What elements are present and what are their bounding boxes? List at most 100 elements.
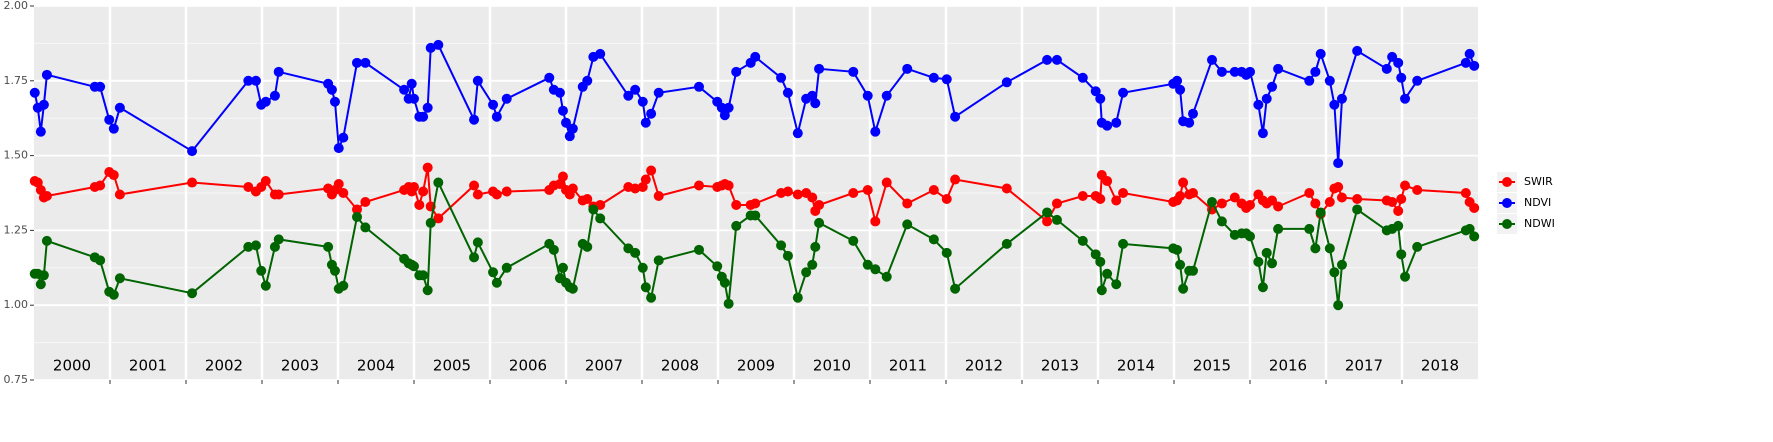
point xyxy=(1464,48,1475,59)
point xyxy=(433,213,444,224)
point xyxy=(1267,258,1278,269)
point xyxy=(1257,128,1268,139)
point xyxy=(501,93,512,104)
point xyxy=(653,255,664,266)
point xyxy=(108,123,119,134)
point xyxy=(1245,231,1255,242)
point xyxy=(243,241,254,252)
point xyxy=(719,110,730,121)
point xyxy=(1352,193,1363,204)
point xyxy=(273,189,284,200)
point xyxy=(488,267,499,278)
point xyxy=(792,128,803,139)
point xyxy=(694,81,704,92)
point xyxy=(1273,201,1284,212)
point xyxy=(29,87,40,98)
point xyxy=(557,171,568,182)
point xyxy=(870,216,881,227)
year-label: 2003 xyxy=(281,357,319,375)
point xyxy=(425,42,436,53)
point xyxy=(1393,57,1404,68)
point xyxy=(881,90,892,101)
point xyxy=(1273,63,1284,74)
point xyxy=(1001,183,1012,194)
point xyxy=(187,146,198,157)
point xyxy=(1216,198,1227,209)
point xyxy=(950,174,961,185)
point xyxy=(1118,87,1129,98)
point xyxy=(848,188,859,198)
point xyxy=(41,190,52,201)
point xyxy=(469,114,480,125)
point xyxy=(564,131,575,142)
point xyxy=(1329,99,1340,110)
point xyxy=(582,193,593,204)
year-label: 2018 xyxy=(1421,357,1459,375)
legend-label: SWIR xyxy=(1524,175,1553,188)
point xyxy=(1310,66,1321,77)
point xyxy=(1229,192,1240,203)
point xyxy=(782,186,793,197)
point xyxy=(472,189,483,200)
point xyxy=(433,177,444,188)
point xyxy=(1077,190,1088,201)
point xyxy=(1396,193,1407,204)
point xyxy=(750,51,761,62)
point xyxy=(567,183,578,194)
point xyxy=(1090,249,1101,260)
point xyxy=(941,193,952,204)
point xyxy=(491,189,502,200)
point xyxy=(557,105,568,116)
year-label: 2007 xyxy=(585,357,623,375)
point xyxy=(1393,205,1404,216)
year-label: 2001 xyxy=(129,357,167,375)
point xyxy=(902,63,913,74)
point xyxy=(862,90,873,101)
point xyxy=(637,262,648,273)
point xyxy=(1042,216,1053,227)
point xyxy=(1207,196,1217,207)
y-tick-label: 0.75 xyxy=(4,373,29,386)
year-label: 2015 xyxy=(1193,357,1231,375)
point xyxy=(273,66,284,77)
year-label: 2014 xyxy=(1117,357,1155,375)
point xyxy=(187,288,198,299)
point xyxy=(723,298,734,309)
point xyxy=(399,84,410,95)
point xyxy=(776,240,787,251)
point xyxy=(1188,265,1198,276)
point xyxy=(1336,192,1347,203)
point xyxy=(1381,63,1392,74)
point xyxy=(1310,198,1321,209)
point xyxy=(433,39,444,50)
point xyxy=(1178,177,1189,188)
point xyxy=(582,75,593,86)
point xyxy=(1400,271,1411,282)
point xyxy=(1400,93,1411,104)
point xyxy=(716,102,727,113)
point xyxy=(250,240,261,251)
point xyxy=(243,75,254,86)
point xyxy=(567,283,578,294)
point xyxy=(950,283,961,294)
year-label: 2000 xyxy=(53,357,91,375)
point xyxy=(491,111,502,122)
point xyxy=(352,204,362,215)
point xyxy=(582,241,593,252)
point xyxy=(1172,75,1183,86)
point xyxy=(1216,66,1227,77)
point xyxy=(1324,75,1335,86)
point xyxy=(114,189,125,200)
year-label: 2004 xyxy=(357,357,395,375)
point xyxy=(108,170,119,181)
point xyxy=(41,69,52,80)
year-label: 2017 xyxy=(1345,357,1383,375)
y-tick-label: 2.00 xyxy=(4,0,29,12)
point xyxy=(630,183,641,194)
point xyxy=(360,57,371,68)
point xyxy=(557,262,568,273)
point xyxy=(338,188,349,198)
legend-point xyxy=(1502,198,1512,208)
point xyxy=(623,90,634,101)
